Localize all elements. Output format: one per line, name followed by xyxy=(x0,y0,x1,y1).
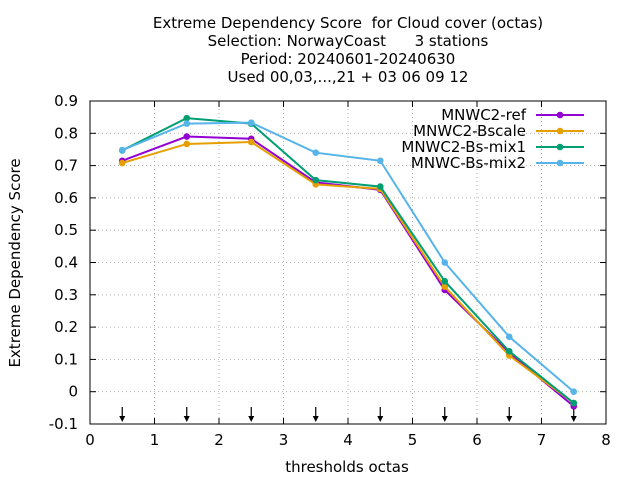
arrow-head-icon xyxy=(377,416,384,422)
data-point xyxy=(118,146,126,154)
threshold-arrows xyxy=(119,407,577,422)
y-tick-label: 0.8 xyxy=(54,124,78,142)
data-point xyxy=(183,114,191,122)
data-point xyxy=(505,333,513,341)
y-tick-label: 0.3 xyxy=(54,286,78,304)
arrow-head-icon xyxy=(441,416,448,422)
data-point xyxy=(183,133,191,140)
series-layer xyxy=(118,114,578,410)
x-tick-label: 8 xyxy=(601,431,611,449)
title-line-1: Extreme Dependency Score for Cloud cover… xyxy=(152,14,544,32)
y-tick-label: 0.9 xyxy=(54,92,78,110)
legend-label: MNWC2-Bscale xyxy=(413,122,526,140)
legend-marker xyxy=(556,127,564,135)
legend-marker xyxy=(556,143,564,151)
data-point xyxy=(570,399,578,407)
series-line xyxy=(121,117,575,404)
data-point xyxy=(505,348,513,355)
y-tick-label: 0 xyxy=(68,383,78,401)
title-line-3: Period: 20240601-20240630 xyxy=(240,50,456,68)
arrow-head-icon xyxy=(119,416,126,422)
arrow-head-icon xyxy=(506,416,513,422)
legend-label: MNWC-Bs-mix2 xyxy=(411,154,526,172)
arrow-head-icon xyxy=(248,416,255,422)
legend-marker xyxy=(556,159,564,167)
x-tick-label: 4 xyxy=(343,431,353,449)
y-tick-label: 0.5 xyxy=(54,221,78,239)
data-point xyxy=(183,140,191,148)
x-axis-label: thresholds octas xyxy=(285,458,409,476)
chart-title: Extreme Dependency Score for Cloud cover… xyxy=(90,14,606,86)
series-line xyxy=(121,141,575,404)
data-point xyxy=(441,283,449,291)
data-point xyxy=(376,157,384,165)
data-point xyxy=(247,138,255,146)
data-point xyxy=(441,259,449,266)
legend-label: MNWC2-ref xyxy=(441,106,526,124)
y-tick-label: 0.1 xyxy=(54,350,78,368)
y-tick-label: 0.7 xyxy=(54,157,78,175)
y-tick-label: -0.1 xyxy=(49,415,78,433)
data-point xyxy=(312,176,320,184)
y-tick-label: 0.6 xyxy=(54,189,78,207)
data-point xyxy=(441,277,449,285)
data-point xyxy=(247,119,255,126)
x-tick-label: 6 xyxy=(472,431,482,449)
data-point xyxy=(376,183,384,190)
y-tick-label: 0.2 xyxy=(54,318,78,336)
legend-label: MNWC2-Bs-mix1 xyxy=(401,138,526,156)
arrow-head-icon xyxy=(312,416,319,422)
data-point xyxy=(183,120,191,127)
x-tick-label: 2 xyxy=(214,431,224,449)
arrow-head-icon xyxy=(570,416,577,422)
series-line xyxy=(121,121,575,393)
title-line-4: Used 00,03,...,21 + 03 06 09 12 xyxy=(227,68,469,86)
x-tick-label: 3 xyxy=(279,431,289,449)
x-tick-label: 7 xyxy=(537,431,547,449)
y-tick-label: 0.4 xyxy=(54,254,78,272)
x-tick-label: 1 xyxy=(150,431,160,449)
data-point xyxy=(118,159,126,167)
legend: MNWC2-refMNWC2-BscaleMNWC2-Bs-mix1MNWC-B… xyxy=(401,106,584,172)
title-line-2: Selection: NorwayCoast 3 stations xyxy=(207,32,489,50)
data-point xyxy=(312,149,320,156)
x-tick-label: 5 xyxy=(408,431,418,449)
data-point xyxy=(570,388,578,396)
arrow-head-icon xyxy=(183,416,190,422)
x-tick-label: 0 xyxy=(85,431,95,449)
y-axis-label: Extreme Dependency Score xyxy=(6,158,24,367)
legend-marker xyxy=(556,111,564,119)
axis-ticks: -0.1 0 0.1 0.2 0.3 0.4 0.5 0.6 0.7 0.8 0.9 0 1 2 3 4 5 6 7… xyxy=(49,92,611,449)
